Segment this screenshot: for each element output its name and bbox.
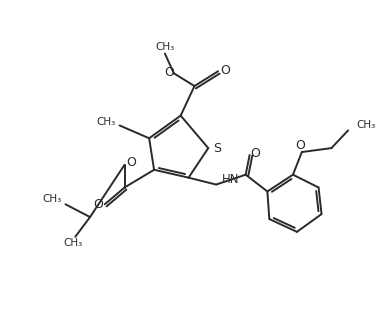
Text: CH₃: CH₃ bbox=[155, 42, 174, 52]
Text: O: O bbox=[127, 156, 136, 169]
Text: CH₃: CH₃ bbox=[64, 238, 83, 248]
Text: S: S bbox=[213, 142, 221, 155]
Text: O: O bbox=[164, 66, 174, 79]
Text: CH₃: CH₃ bbox=[97, 117, 116, 127]
Text: O: O bbox=[93, 198, 103, 211]
Text: HN: HN bbox=[222, 173, 239, 186]
Text: O: O bbox=[250, 146, 260, 160]
Text: CH₃: CH₃ bbox=[42, 194, 62, 204]
Text: O: O bbox=[220, 64, 230, 77]
Text: CH₃: CH₃ bbox=[356, 120, 375, 130]
Text: O: O bbox=[295, 139, 305, 152]
